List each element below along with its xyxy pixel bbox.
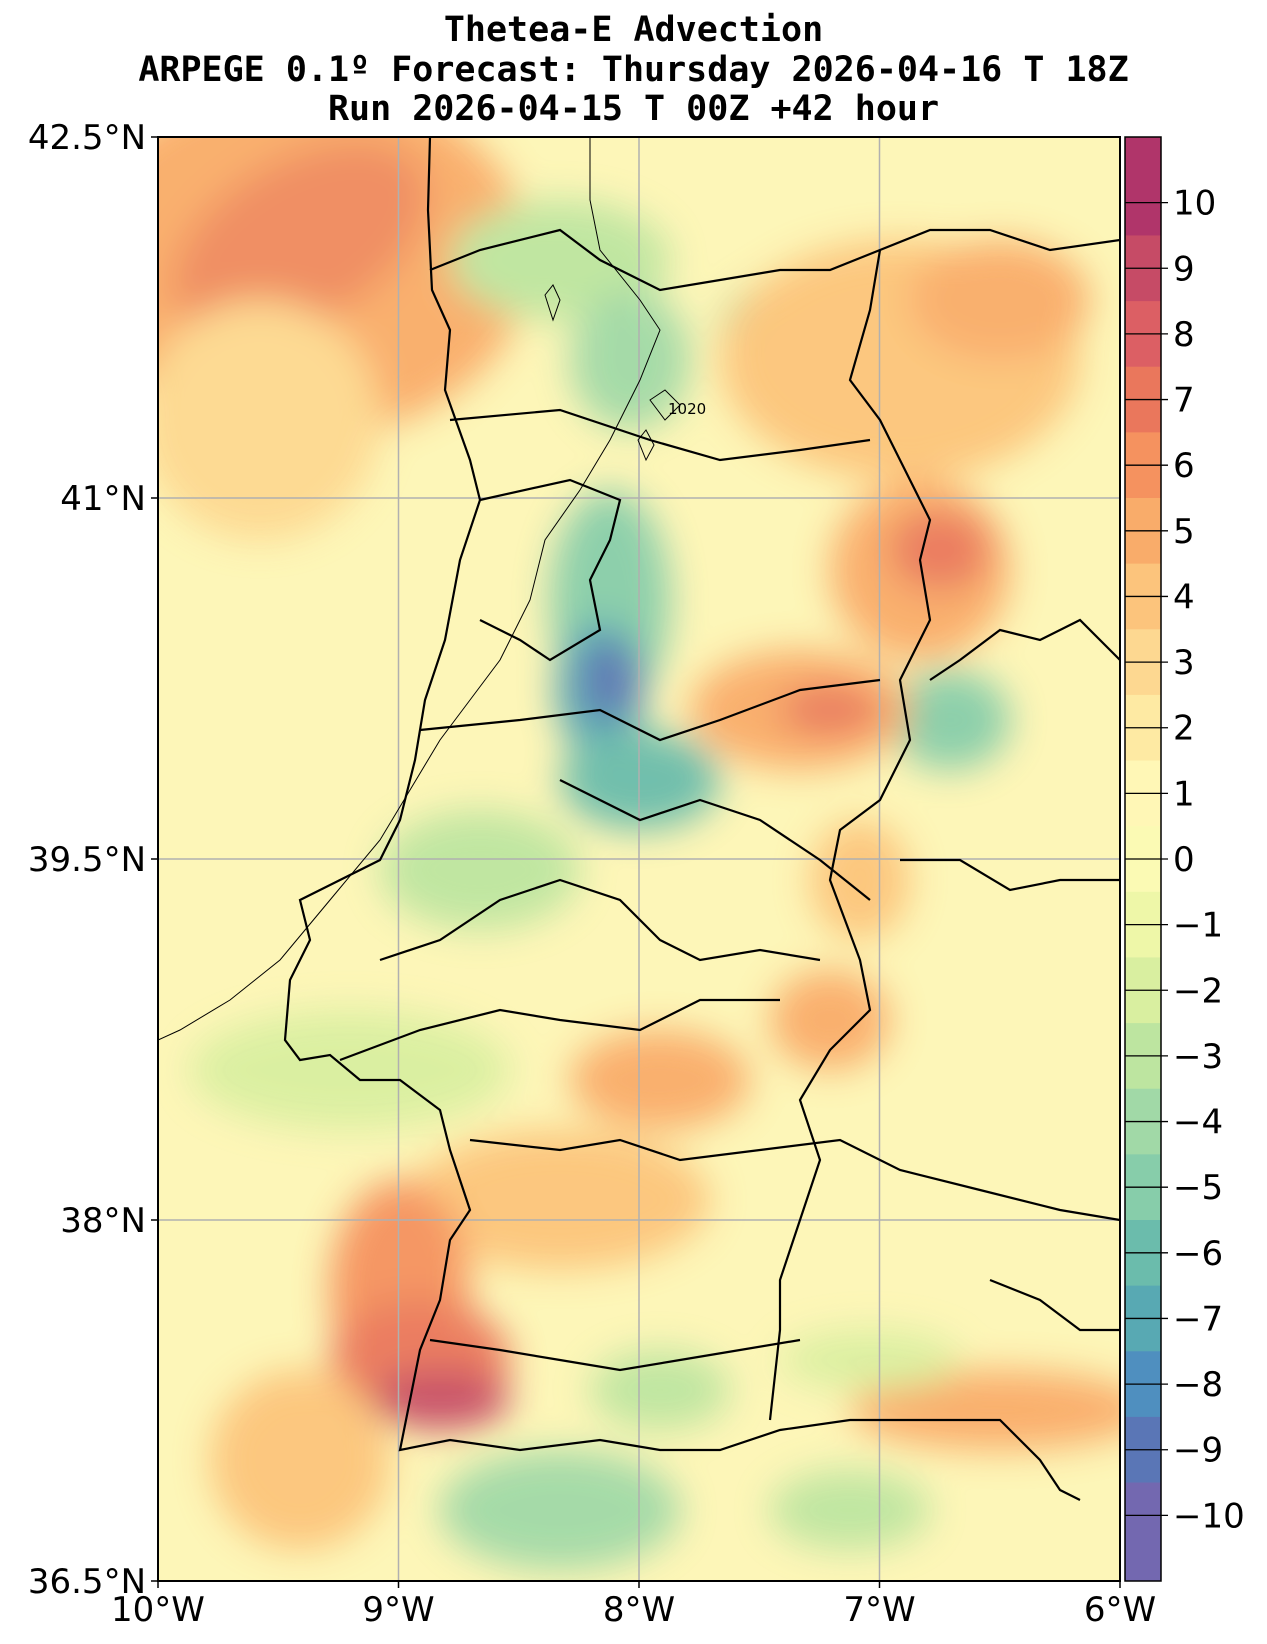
colorbar-label: −10 — [1173, 1496, 1245, 1536]
colorbar-label: −5 — [1173, 1168, 1223, 1208]
colorbar-segment — [1125, 1482, 1161, 1582]
isobar-small-loop — [649, 389, 681, 421]
border-spain-east — [768, 249, 932, 1421]
border-district-10 — [900, 858, 1120, 892]
colorbar-label: 7 — [1173, 381, 1195, 421]
lon-tick-label: 7°W — [843, 1590, 915, 1630]
isobars — [158, 137, 681, 1041]
coastline-west — [283, 137, 1081, 1501]
border-district-2 — [479, 478, 622, 662]
lat-tick-label: 36.5°N — [28, 1562, 146, 1602]
colorbar-label: −6 — [1173, 1234, 1223, 1274]
border-district-7 — [469, 1138, 1120, 1222]
lon-tick-label: 10°W — [111, 1590, 205, 1630]
border-district-8 — [429, 1338, 801, 1372]
border-district-4 — [559, 779, 871, 901]
isobar-small-diamond-north — [544, 284, 561, 322]
colorbar-segment — [1125, 137, 1161, 236]
colorbar-label: −4 — [1173, 1103, 1223, 1143]
colorbar-label: 2 — [1173, 709, 1195, 749]
advection-field — [158, 137, 1120, 1570]
border-district-1 — [449, 408, 871, 462]
lon-tick-label: 8°W — [603, 1590, 675, 1630]
lat-tick-label: 39.5°N — [28, 840, 146, 880]
title-line-3: Run 2026-04-15 T 00Z +42 hour — [327, 89, 940, 129]
colorbar-label: 8 — [1173, 315, 1195, 355]
colorbar-label: −2 — [1173, 971, 1223, 1011]
colorbar-label: −9 — [1173, 1431, 1223, 1471]
colorbar-label: 6 — [1173, 446, 1195, 486]
colorbar-label: −1 — [1173, 906, 1223, 946]
isobar-label: 1020 — [668, 400, 706, 418]
border-spain-north — [429, 228, 1120, 292]
border-district-9 — [929, 618, 1120, 681]
colorbar-label: 3 — [1173, 643, 1195, 683]
map-panel[interactable]: 1020 — [70, 80, 1150, 1581]
lat-tick-label: 41°N — [60, 479, 146, 519]
colorbar-label: 9 — [1173, 249, 1195, 289]
coastline-and-borders — [283, 137, 1120, 1501]
colorbar-label: 1 — [1173, 774, 1195, 814]
title-line-2: ARPEGE 0.1º Forecast: Thursday 2026-04-1… — [138, 50, 1129, 90]
lon-ticks: 10°W 9°W 8°W 7°W 6°W — [111, 1581, 1156, 1630]
colorbar-label: −3 — [1173, 1037, 1223, 1077]
lon-tick-label: 6°W — [1084, 1590, 1156, 1630]
lat-tick-label: 38°N — [60, 1201, 146, 1241]
colorbar-label: 10 — [1173, 184, 1216, 224]
colorbar-label: 0 — [1173, 840, 1195, 880]
border-district-5 — [379, 878, 821, 962]
isobar-1020 — [158, 137, 661, 1041]
border-district-3 — [419, 678, 881, 742]
lon-tick-label: 9°W — [362, 1590, 434, 1630]
isobar-small-diamond — [637, 429, 655, 462]
lat-ticks: 42.5°N 41°N 39.5°N 38°N 36.5°N — [28, 118, 158, 1602]
colorbar-label: −8 — [1173, 1365, 1223, 1405]
colorbar-label: −7 — [1173, 1299, 1223, 1339]
border-district-11 — [989, 1278, 1120, 1332]
title-line-1: Thetea-E Advection — [443, 10, 824, 50]
colorbar-label: 5 — [1173, 512, 1195, 552]
border-district-6 — [339, 998, 780, 1062]
lat-tick-label: 42.5°N — [28, 118, 146, 158]
colorbar-label: 4 — [1173, 577, 1195, 617]
